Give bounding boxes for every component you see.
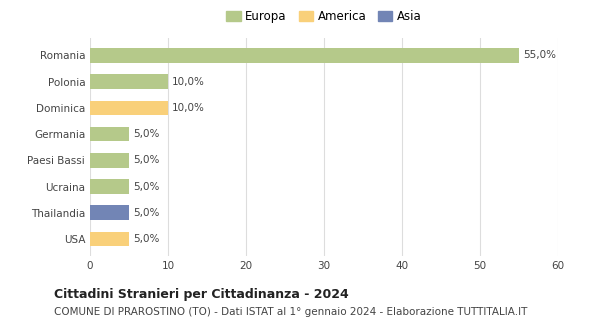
Text: 5,0%: 5,0% — [133, 181, 159, 191]
Text: 5,0%: 5,0% — [133, 234, 159, 244]
Bar — [90, 48, 519, 63]
Bar — [90, 232, 129, 246]
Bar — [90, 127, 129, 141]
Bar — [90, 153, 129, 167]
Text: 55,0%: 55,0% — [523, 51, 556, 60]
Text: Cittadini Stranieri per Cittadinanza - 2024: Cittadini Stranieri per Cittadinanza - 2… — [54, 288, 349, 301]
Text: 10,0%: 10,0% — [172, 103, 205, 113]
Text: 5,0%: 5,0% — [133, 155, 159, 165]
Legend: Europa, America, Asia: Europa, America, Asia — [221, 5, 427, 28]
Text: 5,0%: 5,0% — [133, 208, 159, 218]
Text: 5,0%: 5,0% — [133, 129, 159, 139]
Bar — [90, 179, 129, 194]
Bar — [90, 75, 168, 89]
Bar — [90, 101, 168, 115]
Bar — [90, 205, 129, 220]
Text: 10,0%: 10,0% — [172, 77, 205, 87]
Text: COMUNE DI PRAROSTINO (TO) - Dati ISTAT al 1° gennaio 2024 - Elaborazione TUTTITA: COMUNE DI PRAROSTINO (TO) - Dati ISTAT a… — [54, 307, 527, 317]
